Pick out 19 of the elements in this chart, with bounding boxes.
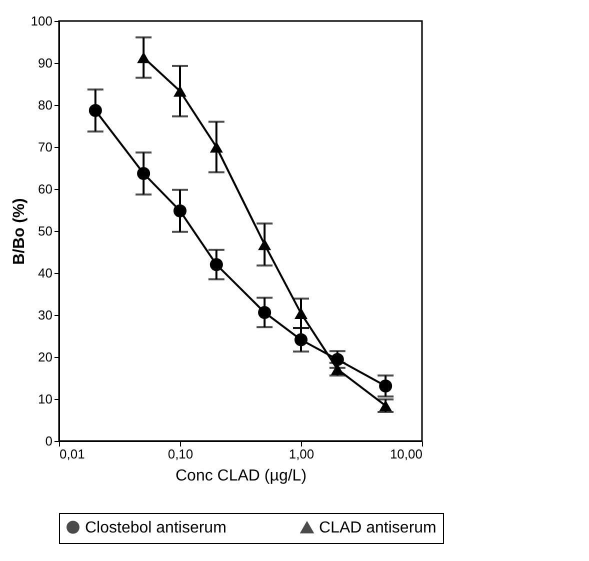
y-tick-label: 30 <box>38 308 52 322</box>
y-tick-label: 70 <box>38 140 52 154</box>
y-tick-label: 0 <box>45 434 52 448</box>
y-tick-label: 10 <box>38 392 52 406</box>
x-tick-label: 10,00 <box>390 446 422 462</box>
y-tick-label: 40 <box>38 266 52 280</box>
x-tick-label: 0,01 <box>60 446 85 462</box>
legend-label: Clostebol antiserum <box>85 519 226 536</box>
y-tick-label: 100 <box>30 14 52 28</box>
legend-label: CLAD antiserum <box>319 520 436 537</box>
y-tick-label: 50 <box>38 224 52 238</box>
y-tick-label: 80 <box>38 98 52 112</box>
x-tick-label: 0,10 <box>168 446 194 462</box>
y-tick-label: 20 <box>38 350 52 364</box>
x-tick-label: 1,00 <box>288 446 314 462</box>
y-axis-title: B/Bo (%) <box>10 198 28 265</box>
x-axis-title: Conc CLAD (µg/L) <box>175 468 307 484</box>
y-tick-label: 60 <box>38 182 52 196</box>
y-tick-label: 90 <box>38 56 52 70</box>
